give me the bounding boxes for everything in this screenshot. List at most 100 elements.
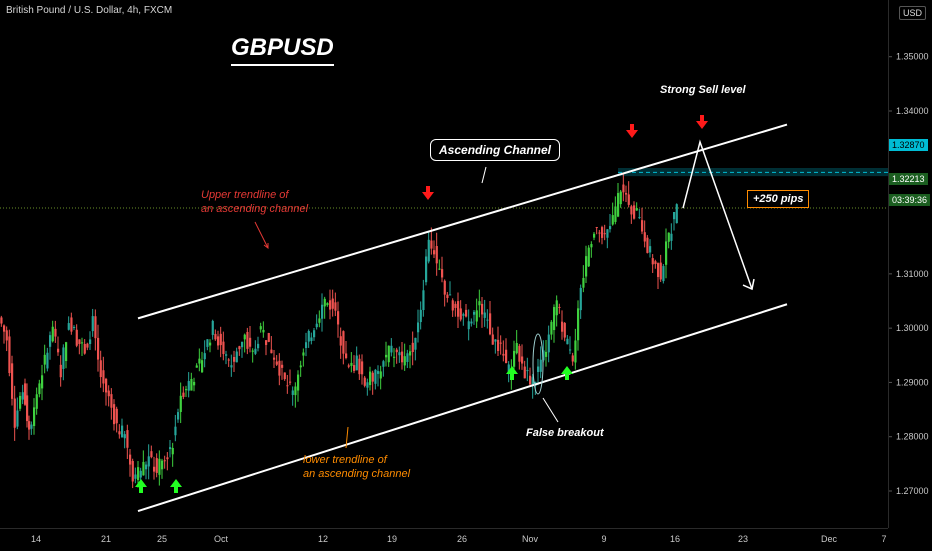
candle-body xyxy=(78,339,81,345)
candle-body xyxy=(558,306,561,308)
candle-body xyxy=(270,349,273,354)
support-arrow-icon xyxy=(506,366,518,380)
candle-body xyxy=(646,237,649,253)
x-tick-label: 25 xyxy=(157,534,167,544)
price-axis[interactable] xyxy=(888,0,932,528)
support-arrow-icon xyxy=(135,479,147,493)
candle-body xyxy=(278,360,281,376)
candle-body xyxy=(603,233,606,235)
candle-body xyxy=(222,341,225,354)
candle-body xyxy=(331,298,334,309)
candle-body xyxy=(59,364,62,378)
ascending-channel-label: Ascending Channel xyxy=(430,139,561,161)
candle-body xyxy=(465,309,468,317)
candle-body xyxy=(571,355,574,362)
candle-body xyxy=(291,390,294,395)
price-tag-countdown: 03:39:36 xyxy=(889,194,931,206)
x-tick-label: 9 xyxy=(601,534,606,544)
candle-body xyxy=(318,318,321,323)
candle-body xyxy=(329,300,332,310)
candle-body xyxy=(233,356,236,362)
candle-body xyxy=(411,342,414,353)
candle-body xyxy=(286,385,289,387)
resistance-arrow-icon xyxy=(626,124,638,138)
candle-body xyxy=(382,361,385,367)
candle-body xyxy=(393,356,396,358)
candle-body xyxy=(243,334,246,340)
candle-body xyxy=(283,372,286,380)
candle-body xyxy=(609,226,612,230)
candle-body xyxy=(430,240,433,249)
candle-body xyxy=(643,232,646,242)
candle-body xyxy=(0,317,3,324)
candle-body xyxy=(219,333,222,346)
candle-body xyxy=(251,350,254,352)
candle-body xyxy=(598,232,601,234)
candle-body xyxy=(193,381,196,386)
candle-body xyxy=(454,303,457,308)
y-tick-label: 1.31000 xyxy=(896,269,929,279)
candle-body xyxy=(403,356,406,366)
candle-body xyxy=(187,381,190,391)
strong-sell-label: Strong Sell level xyxy=(660,84,746,96)
y-tick-label: 1.28000 xyxy=(896,432,929,442)
candle-body xyxy=(246,331,249,349)
candle-body xyxy=(539,359,542,372)
candle-body xyxy=(342,331,345,354)
candle-body xyxy=(41,375,44,389)
candle-body xyxy=(294,386,297,396)
candle-body xyxy=(582,277,585,288)
candle-body xyxy=(566,338,569,345)
candle-body xyxy=(569,349,572,351)
candle-body xyxy=(321,304,324,319)
candle-body xyxy=(97,337,100,360)
candle-body xyxy=(358,358,361,375)
price-tag-zone: 1.32870 xyxy=(889,139,928,151)
candle-body xyxy=(361,361,364,375)
candle-body xyxy=(209,342,212,346)
candle-body xyxy=(665,241,668,265)
candle-body xyxy=(427,239,430,262)
candle-body xyxy=(502,353,505,356)
candle-body xyxy=(227,359,230,361)
currency-selector[interactable]: USD xyxy=(899,6,927,20)
lower-trendline-note: lower trendline of an ascending channel xyxy=(303,453,410,481)
candle-body xyxy=(115,408,118,424)
false-breakout-pointer xyxy=(542,397,559,423)
candle-body xyxy=(131,460,134,482)
candle-body xyxy=(8,336,11,374)
candle-body xyxy=(395,349,398,353)
candle-body xyxy=(326,303,329,306)
candle-body xyxy=(435,245,438,264)
candle-body xyxy=(545,351,548,357)
candle-body xyxy=(313,330,316,338)
candle-body xyxy=(654,261,657,265)
y-tick-label: 1.35000 xyxy=(896,52,929,62)
candle-body xyxy=(662,266,665,282)
candle-body xyxy=(451,300,454,311)
candle-body xyxy=(203,353,206,360)
y-tick-label: 1.29000 xyxy=(896,377,929,387)
x-tick-label: Oct xyxy=(214,534,229,544)
x-tick-label: 19 xyxy=(387,534,397,544)
candle-body xyxy=(617,193,620,217)
time-axis[interactable] xyxy=(0,528,888,551)
candle-body xyxy=(585,256,588,277)
candle-body xyxy=(366,382,369,388)
candle-body xyxy=(390,345,393,353)
candle-body xyxy=(659,262,662,280)
candle-body xyxy=(507,364,510,372)
candle-body xyxy=(433,250,436,255)
candle-body xyxy=(33,407,36,426)
candle-body xyxy=(475,310,478,322)
candle-body xyxy=(363,377,366,386)
candle-body xyxy=(267,332,270,342)
x-tick-label: 23 xyxy=(738,534,748,544)
candle-body xyxy=(419,309,422,323)
candle-body xyxy=(579,287,582,311)
candle-body xyxy=(214,333,217,340)
support-arrow-icon xyxy=(170,479,182,493)
symbol-info: British Pound / U.S. Dollar, 4h, FXCM xyxy=(6,5,173,16)
candle-body xyxy=(102,370,105,384)
